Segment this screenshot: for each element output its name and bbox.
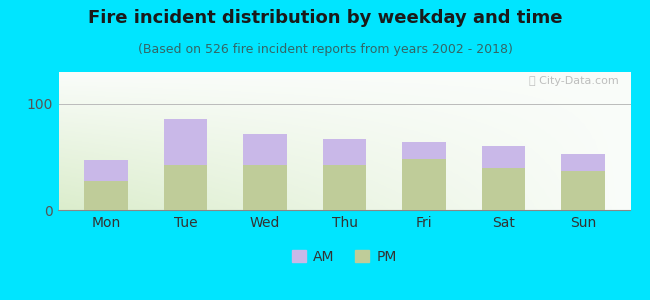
Text: (Based on 526 fire incident reports from years 2002 - 2018): (Based on 526 fire incident reports from… — [138, 44, 512, 56]
Text: Ⓢ City-Data.com: Ⓢ City-Data.com — [529, 76, 619, 86]
Bar — [243, 165, 287, 210]
Legend: AM, PM: AM, PM — [287, 244, 402, 269]
Bar — [164, 165, 207, 210]
Text: Fire incident distribution by weekday and time: Fire incident distribution by weekday an… — [88, 9, 562, 27]
Bar — [84, 160, 128, 181]
Bar — [482, 146, 525, 167]
Bar — [84, 181, 128, 210]
Bar — [402, 142, 446, 159]
Bar — [561, 154, 605, 171]
Bar — [164, 119, 207, 165]
Bar — [402, 159, 446, 210]
Bar — [561, 171, 605, 210]
Bar — [322, 165, 367, 210]
Bar — [482, 167, 525, 210]
Bar — [322, 139, 367, 165]
Bar — [243, 134, 287, 165]
